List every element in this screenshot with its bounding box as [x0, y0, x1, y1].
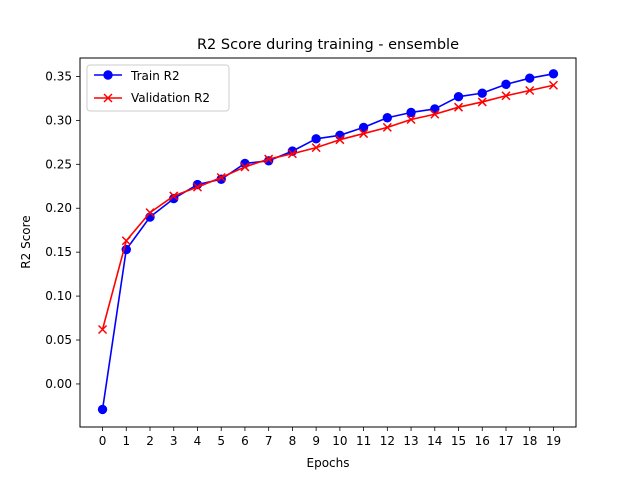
y-tick-label: 0.35	[45, 69, 72, 83]
legend-entries	[94, 70, 122, 103]
validation-data-point	[430, 109, 440, 119]
validation-data-point	[98, 324, 108, 335]
x-tick-label: 17	[498, 434, 513, 448]
x-tick-label: 18	[522, 434, 537, 448]
x-tick-label: 5	[217, 434, 225, 448]
x-tick-label: 11	[356, 434, 371, 448]
x-tick-label: 6	[241, 434, 249, 448]
validation-data-point	[216, 172, 226, 183]
validation-data-point	[382, 122, 392, 132]
x-tick-label: 7	[265, 434, 273, 448]
y-tick-label: 0.00	[45, 377, 72, 391]
chart-title: R2 Score during training - ensemble	[197, 37, 459, 53]
validation-data-point	[453, 102, 464, 112]
legend-marker-validation	[103, 93, 113, 103]
y-tick-label: 0.05	[45, 333, 72, 347]
y-tick-label: 0.10	[45, 289, 72, 303]
train-data-point	[97, 404, 108, 415]
y-axis-ticks: 0.00 0.05 0.10 0.15 0.20 0.25 0.30 0.35	[45, 69, 80, 391]
train-data-point	[358, 122, 369, 133]
validation-data-point	[121, 236, 131, 246]
x-tick-label: 13	[403, 434, 418, 448]
x-tick-label: 4	[194, 434, 202, 448]
y-tick-label: 0.25	[45, 157, 72, 171]
train-data-point	[453, 91, 464, 102]
train-data-point	[525, 73, 535, 83]
x-tick-label: 1	[122, 434, 130, 448]
series-layer	[97, 69, 559, 415]
validation-data-point	[501, 91, 511, 101]
train-data-point	[382, 113, 393, 123]
train-data-point	[311, 134, 321, 144]
x-tick-label: 9	[312, 434, 320, 448]
validation-data-point	[477, 97, 487, 107]
legend: Train R2 Validation R2	[86, 64, 230, 112]
validation-data-point	[145, 208, 155, 218]
validation-data-point	[406, 114, 416, 125]
legend-box	[86, 64, 230, 112]
plot-area	[80, 58, 576, 427]
x-tick-label: 8	[289, 434, 297, 448]
validation-data-point	[525, 85, 535, 96]
legend-label-validation: Validation R2	[131, 91, 210, 105]
validation-data-point	[240, 162, 250, 172]
validation-data-point	[287, 149, 297, 159]
validation-data-point	[548, 80, 558, 90]
validation-data-point	[192, 182, 203, 192]
validation-data-point	[359, 129, 369, 139]
x-tick-label: 2	[146, 434, 154, 448]
x-tick-label: 15	[451, 434, 466, 448]
plot-frame	[79, 57, 577, 428]
train-data-point	[501, 79, 511, 90]
y-tick-label: 0.15	[45, 245, 72, 259]
x-tick-label: 10	[332, 434, 347, 448]
legend-marker-train	[103, 70, 113, 80]
y-tick-label: 0.20	[45, 201, 72, 215]
x-axis-ticks: 0 1 2 3 4 5 6 7 8 9 10 11 12 13 14 15 16 17 18 19	[99, 427, 561, 448]
x-tick-label: 0	[99, 434, 107, 448]
x-tick-label: 19	[546, 434, 561, 448]
train-data-point	[406, 107, 416, 118]
validation-data-point	[335, 135, 345, 145]
validation-data-point	[311, 143, 321, 153]
y-axis-title: R2 Score	[19, 215, 33, 268]
x-tick-label: 16	[475, 434, 490, 448]
legend-label-train: Train R2	[130, 69, 180, 83]
train-data-point	[548, 69, 559, 79]
train-data-point	[477, 88, 487, 98]
validation-data-point	[169, 191, 179, 201]
x-tick-label: 12	[380, 434, 395, 448]
validation-data-point	[264, 154, 274, 164]
train-data-point	[430, 104, 440, 114]
validation-series-line	[101, 84, 554, 330]
x-tick-label: 14	[427, 434, 442, 448]
x-axis-title: Epochs	[307, 456, 350, 470]
x-tick-label: 3	[170, 434, 178, 448]
y-tick-label: 0.30	[45, 113, 72, 127]
